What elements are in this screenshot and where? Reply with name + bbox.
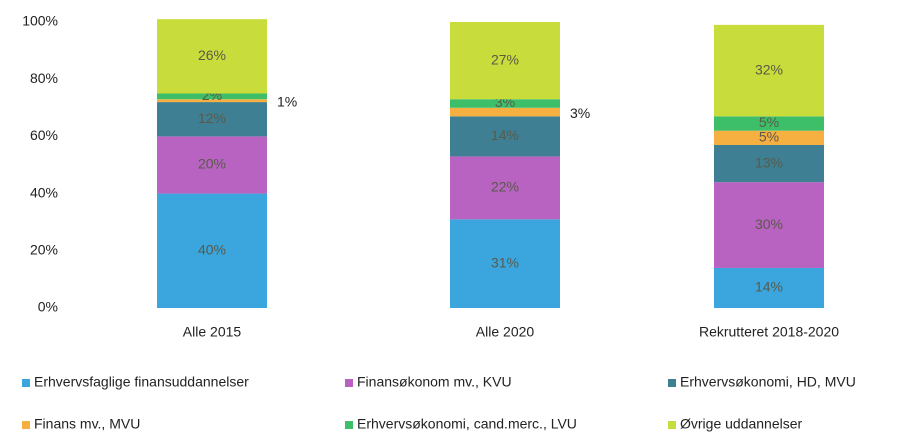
legend-label: Erhvervsøkonomi, cand.merc., LVU [357,416,577,432]
legend-label: Erhvervsøkonomi, HD, MVU [680,374,856,390]
bar-segment [157,136,267,194]
bar-segment [450,116,560,157]
data-label: 5% [759,129,779,145]
bar-segment [714,182,824,268]
bar-segment [450,107,560,117]
data-label: 13% [755,154,783,170]
data-label: 3% [570,105,590,121]
legend-swatch [22,379,30,387]
legend-swatch [345,379,353,387]
bar-segment [714,130,824,145]
bar-segment [157,193,267,308]
data-label: 31% [491,254,519,270]
y-tick-label: 80% [30,70,58,86]
legend-swatch [668,379,676,387]
data-label: 22% [491,179,519,195]
data-label: 14% [491,127,519,143]
x-tick-label: Alle 2015 [183,324,242,340]
bar-segment [157,99,267,103]
bar-segment [714,116,824,131]
data-label: 1% [277,93,297,109]
legend-label: Finans mv., MVU [34,416,140,432]
data-label: 14% [755,279,783,295]
y-tick-label: 100% [22,13,58,29]
data-label: 30% [755,216,783,232]
bar-segment [714,144,824,183]
legend-swatch [668,421,676,429]
y-tick-label: 20% [30,242,58,258]
x-tick-label: Alle 2020 [476,324,535,340]
data-label: 32% [755,61,783,77]
data-label: 40% [198,242,226,258]
bar-segment [450,156,560,220]
legend-label: Øvrige uddannelser [680,416,803,432]
bar-segment [157,93,267,100]
bar-segment [450,22,560,100]
legend-label: Finansøkonom mv., KVU [357,374,512,390]
data-label: 20% [198,156,226,172]
data-label: 12% [198,110,226,126]
y-tick-label: 40% [30,184,58,200]
bar-segment [714,267,824,308]
legend-swatch [22,421,30,429]
data-label: 27% [491,51,519,67]
y-tick-label: 60% [30,127,58,143]
bar-segment [450,99,560,108]
data-label: 5% [759,114,779,130]
bar-segment [714,24,824,117]
bar-segment [450,219,560,308]
y-tick-label: 0% [38,299,58,315]
legend-swatch [345,421,353,429]
bar-segment [157,19,267,94]
x-tick-label: Rekrutteret 2018-2020 [699,324,839,340]
legend-label: Erhvervsfaglige finansuddannelser [34,374,249,390]
data-label: 26% [198,47,226,63]
bar-segment [157,102,267,137]
